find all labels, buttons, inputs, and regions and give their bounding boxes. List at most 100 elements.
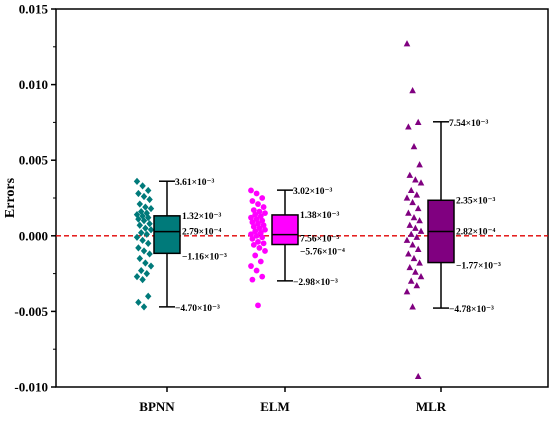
data-point-mlr (409, 198, 416, 206)
data-point-bpnn (140, 192, 148, 201)
y-tick-label: 0.000 (19, 228, 48, 243)
data-point-mlr (413, 233, 421, 240)
x-category-label: MLR (416, 399, 447, 414)
scatter-points-layer (133, 40, 425, 380)
stat-label-whisker-high: 3.02×10⁻³ (293, 187, 333, 197)
data-point-elm (262, 210, 268, 217)
data-point-elm (255, 238, 261, 245)
data-point-elm (259, 234, 266, 241)
data-point-elm (250, 223, 257, 230)
y-tick-label: 0.010 (19, 77, 48, 92)
data-point-bpnn (143, 230, 150, 238)
stat-label-q1: −5.76×10⁻⁴ (300, 248, 345, 258)
data-point-bpnn (142, 224, 149, 232)
data-point-elm (259, 273, 266, 280)
data-point-bpnn (142, 259, 149, 267)
data-point-mlr (412, 176, 419, 183)
data-point-bpnn (140, 303, 148, 311)
data-point-elm (257, 213, 264, 220)
data-point-mlr (403, 288, 411, 295)
data-point-elm (255, 201, 261, 207)
data-point-mlr (412, 224, 419, 231)
data-point-mlr (409, 303, 416, 310)
data-point-mlr (414, 245, 422, 253)
data-point-mlr (407, 230, 415, 237)
data-point-bpnn (135, 244, 142, 252)
x-category-label: ELM (260, 399, 290, 414)
data-point-mlr (413, 191, 421, 198)
data-point-mlr (416, 259, 423, 266)
data-point-elm (257, 258, 264, 265)
box-layer (153, 121, 455, 309)
data-point-elm (260, 204, 267, 210)
data-point-mlr (406, 263, 414, 271)
data-point-bpnn (138, 229, 145, 237)
data-point-mlr (403, 236, 411, 243)
data-point-mlr (410, 214, 418, 221)
data-point-elm (253, 267, 260, 274)
data-point-mlr (409, 241, 416, 248)
data-point-elm (260, 240, 267, 247)
data-point-elm (252, 228, 259, 235)
data-point-elm (248, 187, 254, 194)
stat-label-q1: −1.77×10⁻³ (456, 262, 501, 272)
data-point-elm (256, 208, 263, 215)
data-point-elm (262, 248, 268, 254)
data-point-bpnn (147, 226, 155, 234)
data-point-bpnn (146, 195, 153, 204)
stat-label-q3: 2.35×10⁻³ (456, 196, 496, 206)
data-point-elm (255, 302, 261, 309)
x-axis-categories: BPNN ELM MLR (139, 387, 447, 414)
data-point-elm (249, 198, 256, 204)
data-point-bpnn (145, 292, 152, 300)
data-point-bpnn (147, 204, 155, 213)
x-category-label: BPNN (139, 399, 175, 414)
y-tick-label: 0.005 (19, 153, 49, 168)
data-point-elm (252, 211, 259, 218)
data-point-bpnn (147, 262, 155, 270)
stat-label-whisker-low: −4.70×10⁻³ (175, 304, 220, 314)
stat-label-median: 2.79×10⁻⁴ (182, 228, 222, 238)
data-point-bpnn (135, 215, 142, 223)
data-point-elm (248, 263, 254, 269)
data-point-mlr (417, 273, 425, 280)
data-point-mlr (407, 186, 415, 194)
data-point-bpnn (136, 221, 143, 229)
data-point-bpnn (145, 214, 152, 222)
data-point-bpnn (145, 239, 152, 247)
data-point-mlr (409, 87, 416, 94)
data-point-bpnn (136, 254, 143, 263)
data-point-mlr (405, 209, 412, 216)
data-point-elm (253, 216, 260, 223)
data-point-bpnn (140, 247, 148, 255)
data-point-elm (257, 229, 264, 236)
stat-label-q3: 1.32×10⁻³ (182, 212, 222, 222)
data-point-elm (255, 220, 261, 227)
data-point-mlr (406, 171, 414, 178)
stat-label-whisker-high: 3.61×10⁻³ (175, 178, 215, 188)
data-point-mlr (413, 282, 421, 289)
data-point-mlr (414, 118, 422, 125)
data-point-bpnn (133, 233, 141, 241)
data-point-bpnn (135, 189, 142, 198)
box-elm (271, 214, 299, 246)
stat-label-q1: −1.16×10⁻³ (182, 252, 227, 262)
stat-label-layer: 3.61×10⁻³ 1.32×10⁻³ 2.79×10⁻⁴ −1.16×10⁻³ −4.… (175, 119, 501, 315)
data-point-elm (252, 252, 259, 259)
data-point-elm (253, 190, 260, 197)
data-point-bpnn (146, 250, 153, 258)
data-point-mlr (410, 142, 418, 150)
data-point-bpnn (139, 182, 146, 190)
data-point-bpnn (133, 211, 141, 219)
data-point-bpnn (136, 200, 143, 208)
y-tick-label: -0.010 (14, 380, 48, 395)
data-point-elm (249, 219, 256, 226)
data-point-bpnn (146, 220, 153, 228)
data-point-bpnn (133, 177, 141, 185)
y-tick-label: -0.005 (14, 304, 48, 319)
y-axis: -0.010 -0.005 0.000 0.005 0.010 0.015 (14, 2, 56, 395)
data-point-elm (256, 244, 263, 251)
data-point-elm (248, 231, 254, 238)
y-axis-title: Errors (3, 177, 18, 218)
